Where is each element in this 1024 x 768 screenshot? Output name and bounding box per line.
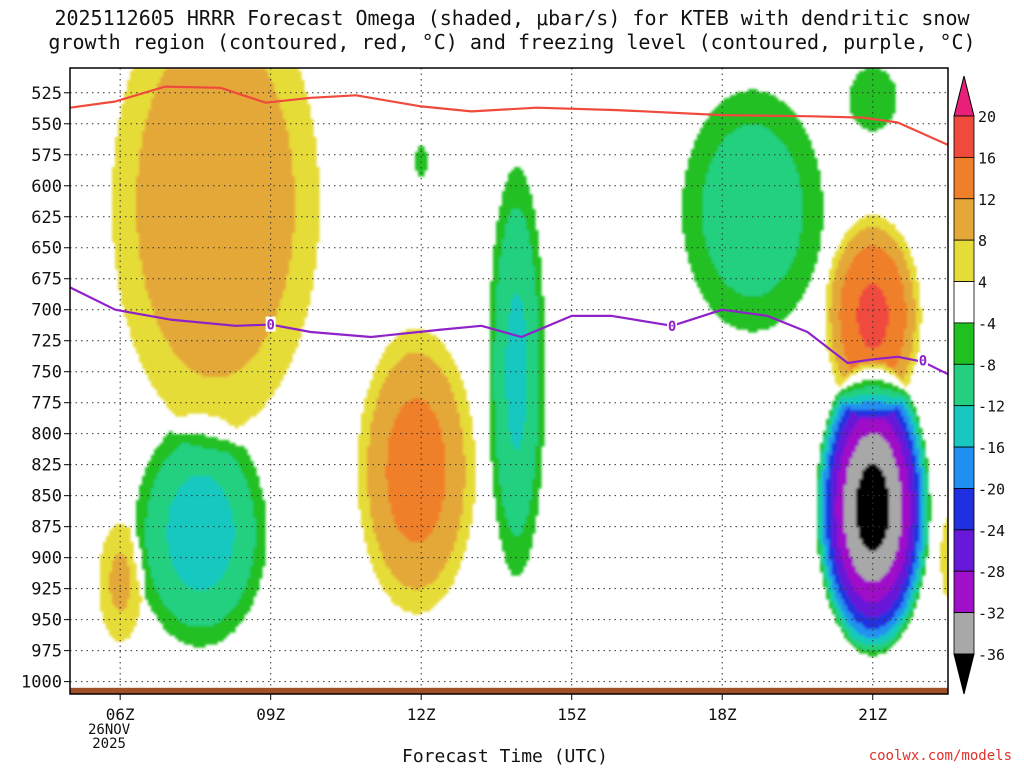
contour-label-bg [667,317,678,333]
y-axis: 525 550 575 600 625 650 675 700 725 750 775 800 825 8… [21,84,70,693]
colorbar-label: -16 [978,439,1005,457]
date-line-2: 2025 [88,737,130,751]
y-tick-label: 825 [31,456,62,476]
colorbar-label: -28 [978,563,1005,581]
colorbar-label: -32 [978,605,1005,623]
date-line-1: 26NOV [88,723,130,737]
freezing-level-label: 0 [919,354,927,370]
y-tick-label: 525 [31,84,62,104]
colorbar-label: -20 [978,480,1005,498]
plot-frame [69,67,949,695]
y-tick-label: 900 [31,549,62,569]
colorbar-swatch [953,405,975,448]
colorbar: 20 16 12 8 4 -4 -8 -12 -16 -20 -24 -28 -32 -36 [953,75,1005,695]
y-tick-label: 800 [31,425,62,445]
contour-lines: 0 0 0 [70,85,948,376]
colorbar-swatch [953,570,975,614]
colorbar-label: 8 [978,232,987,250]
colorbar-swatch [953,446,975,489]
colorbar-swatch [953,529,975,572]
y-tick-label: 750 [31,363,62,383]
date-label: 26NOV 2025 [88,723,130,751]
colorbar-label: -24 [978,522,1005,540]
x-axis-title: Forecast Time (UTC) [402,746,608,767]
colorbar-swatch [953,363,975,407]
x-tick-label: 18Z [708,705,737,724]
y-tick-label: 600 [31,177,62,197]
y-tick-label: 1000 [21,673,62,693]
freezing-level-label: 0 [266,318,274,334]
colorbar-swatch [953,115,975,158]
x-axis: 06Z 09Z 12Z 15Z 18Z 21Z [106,694,888,724]
colorbar-swatch [953,198,975,241]
y-tick-label: 975 [31,642,62,662]
colorbar-swatch [953,239,975,282]
y-tick-label: 700 [31,301,62,321]
y-tick-label: 650 [31,239,62,259]
colorbar-label: 16 [978,149,996,167]
freezing-level-label: 0 [668,319,676,335]
colorbar-label: -8 [978,356,996,374]
colorbar-swatch [953,488,975,531]
colorbar-label: -36 [978,646,1005,664]
y-tick-label: 550 [31,115,62,135]
x-tick-label: 12Z [407,705,436,724]
y-tick-label: 575 [31,146,62,166]
x-tick-label: 15Z [557,705,586,724]
colorbar-swatch [953,612,975,655]
contour-label-bg [265,316,276,332]
colorbar-label: 12 [978,191,996,209]
colorbar-top-triangle [953,75,975,117]
title-line-1: 2025112605 HRRR Forecast Omega (shaded, … [54,6,969,30]
colorbar-label: -12 [978,398,1005,416]
contour-label-bg [917,352,928,368]
y-tick-label: 950 [31,611,62,631]
y-tick-label: 725 [31,332,62,352]
colorbar-label: -4 [978,315,996,333]
colorbar-swatch [953,281,975,324]
dendritic-growth-line [70,85,948,146]
colorbar-swatch [953,322,975,365]
gridlines [70,68,948,694]
x-tick-label: 06Z [106,705,135,724]
colorbar-bottom-triangle [953,653,975,695]
chart-title: 2025112605 HRRR Forecast Omega (shaded, … [0,6,1024,54]
y-tick-label: 875 [31,518,62,538]
colorbar-label: 20 [978,108,996,126]
omega-field [100,68,948,657]
y-tick-label: 625 [31,208,62,228]
source-link[interactable]: coolwx.com/models [869,748,1012,764]
freezing-level-line [70,286,948,376]
y-tick-label: 850 [31,487,62,507]
x-tick-label: 21Z [858,705,887,724]
y-tick-label: 775 [31,394,62,414]
x-tick-label: 09Z [256,705,285,724]
ground-surface [70,687,948,694]
y-tick-label: 925 [31,580,62,600]
y-tick-label: 675 [31,270,62,290]
title-line-2: growth region (contoured, red, °C) and f… [48,30,975,54]
colorbar-label: 4 [978,274,987,292]
colorbar-swatch [953,156,975,200]
